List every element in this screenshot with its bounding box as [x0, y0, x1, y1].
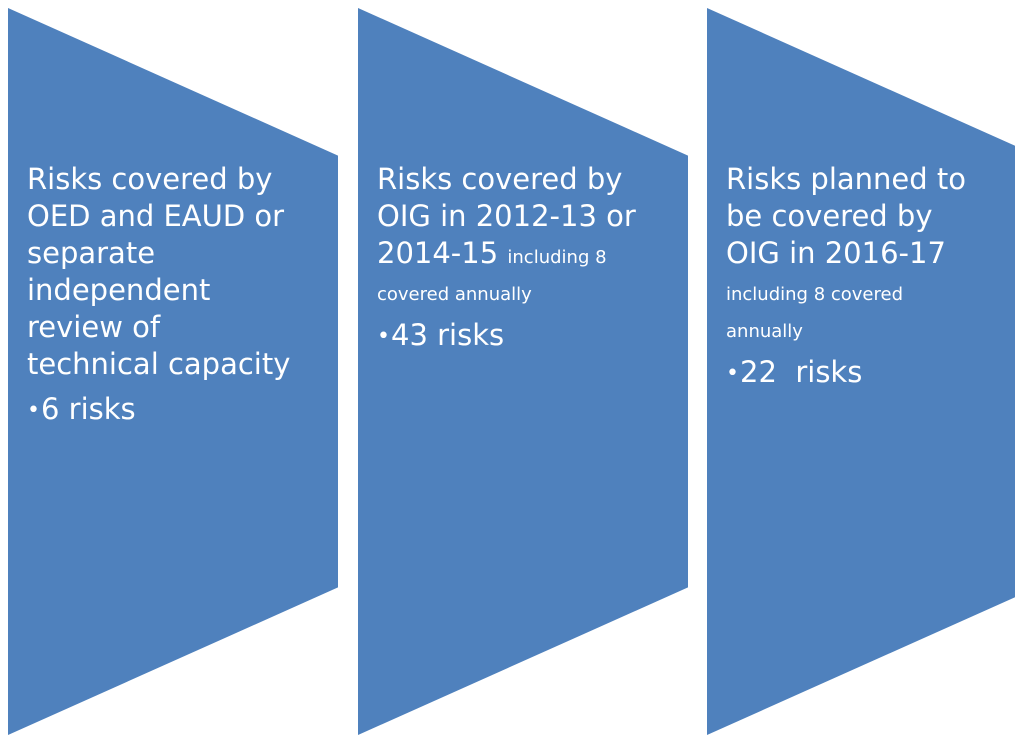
step-2-bullet: 43 risks: [377, 317, 669, 355]
chevron-step-2: Risks covered by OIG in 2012-13 or 2014-…: [358, 8, 688, 735]
step-3-content: Risks planned to be covered by OIG in 20…: [726, 161, 1015, 392]
step-1-bullet-list: 6 risks: [27, 391, 319, 429]
step-1-content: Risks covered by OED and EAUD or separat…: [27, 161, 319, 429]
chevron-step-1: Risks covered by OED and EAUD or separat…: [8, 8, 338, 735]
step-3-heading-text: Risks planned to be covered by OIG in 20…: [726, 162, 967, 270]
step-1-heading: Risks covered by OED and EAUD or separat…: [27, 161, 319, 383]
step-2-heading-note: including 8 covered annually: [377, 247, 607, 305]
step-2-content: Risks covered by OIG in 2012-13 or 2014-…: [377, 161, 669, 355]
step-1-bullet: 6 risks: [27, 391, 319, 429]
chevron-step-3: Risks planned to be covered by OIG in 20…: [707, 8, 1015, 735]
step-3-bullet: 22 risks: [726, 354, 1015, 392]
step-2-heading-text: Risks covered by OIG in 2012-13 or 2014-…: [377, 162, 636, 270]
step-3-heading-note: including 8 covered annually: [726, 284, 904, 342]
step-1-heading-text: Risks covered by OED and EAUD or separat…: [27, 162, 291, 381]
step-3-bullet-list: 22 risks: [726, 354, 1015, 392]
step-3-heading: Risks planned to be covered by OIG in 20…: [726, 161, 1015, 346]
step-2-heading: Risks covered by OIG in 2012-13 or 2014-…: [377, 161, 669, 309]
step-2-bullet-list: 43 risks: [377, 317, 669, 355]
